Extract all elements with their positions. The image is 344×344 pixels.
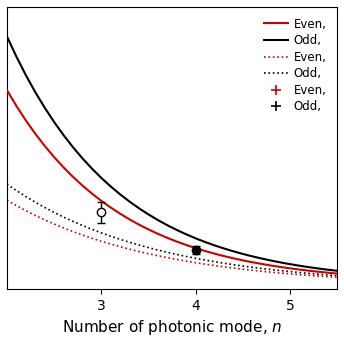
Legend: Even,, Odd,, Even,, Odd,, Even,, Odd,: Even,, Odd,, Even,, Odd,, Even,, Odd, <box>259 13 331 118</box>
X-axis label: Number of photonic mode, $n$: Number of photonic mode, $n$ <box>62 318 282 337</box>
